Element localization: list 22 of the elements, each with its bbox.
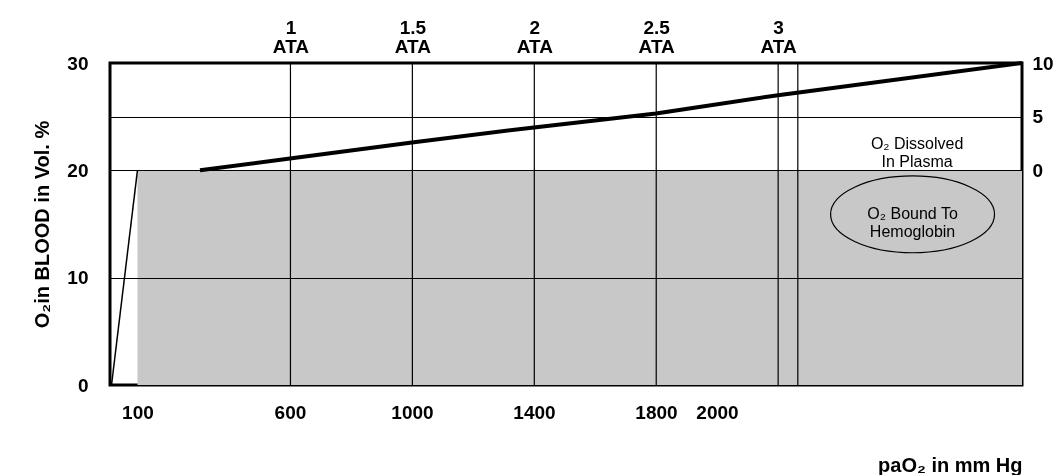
x-axis-title: paO₂ in mm Hg xyxy=(878,453,1023,475)
x-tick-label: 100 xyxy=(122,401,154,423)
y-axis-title: O₂in BLOOD in Vol. % xyxy=(31,120,54,329)
annotation: O₂ Bound To Hemoglobin xyxy=(867,205,958,241)
x2-tick-label: 2 ATA xyxy=(516,16,554,57)
y2-tick-label: 10 xyxy=(1032,52,1054,74)
y-tick-label: 10 xyxy=(67,267,89,289)
y-tick-label: 0 xyxy=(77,374,89,396)
annotation: O₂ Dissolved In Plasma xyxy=(870,134,964,170)
x-tick-label: 600 xyxy=(274,401,307,423)
x-tick-label: 1000 xyxy=(391,401,434,423)
y2-tick-label: 0 xyxy=(1032,159,1044,181)
y-tick-label: 30 xyxy=(67,52,89,74)
y-tick-label: 20 xyxy=(67,159,89,181)
x2-tick-label: 1.5 ATA xyxy=(394,16,432,57)
x2-tick-label: 1 ATA xyxy=(272,16,310,57)
x-tick-label: 2000 xyxy=(696,401,739,423)
x2-tick-label: 3 ATA xyxy=(760,16,798,57)
x-tick-label: 1400 xyxy=(513,401,556,423)
y2-tick-label: 5 xyxy=(1032,106,1044,128)
x-tick-label: 1800 xyxy=(635,401,678,423)
x2-tick-label: 2.5 ATA xyxy=(638,16,676,57)
